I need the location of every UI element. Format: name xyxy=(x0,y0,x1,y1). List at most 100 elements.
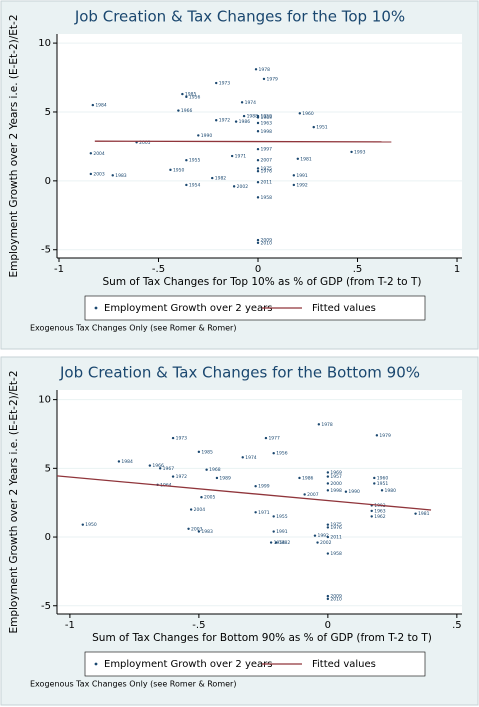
point-label: 1954 xyxy=(274,540,286,546)
point-label: 1986 xyxy=(239,119,251,125)
data-point xyxy=(256,147,260,151)
point-label: 1955 xyxy=(276,514,288,520)
point-label: 2004 xyxy=(194,507,206,513)
data-point xyxy=(256,241,260,245)
data-point xyxy=(89,152,93,155)
data-point xyxy=(373,476,376,480)
data-point xyxy=(234,120,238,123)
point-label: 1976 xyxy=(261,169,273,175)
data-point xyxy=(326,594,330,598)
x-tick-label: -1 xyxy=(54,264,64,275)
data-point xyxy=(200,495,203,499)
data-point xyxy=(240,101,244,104)
point-label: 1972 xyxy=(219,118,231,124)
point-label: 2002 xyxy=(237,184,249,190)
point-label: 1982 xyxy=(215,176,227,182)
point-label: 2005 xyxy=(204,495,216,501)
data-point xyxy=(326,523,330,526)
chart-note: Exogenous Tax Changes Only (see Romer & … xyxy=(30,680,236,689)
data-point xyxy=(303,493,306,496)
x-tick-label: .5 xyxy=(452,620,462,631)
data-point xyxy=(185,183,188,187)
point-label: 1968 xyxy=(209,467,221,473)
data-point xyxy=(241,456,244,459)
data-point xyxy=(230,154,234,158)
data-point xyxy=(326,535,330,539)
point-label: 1975 xyxy=(261,166,273,172)
point-label: 2003 xyxy=(191,526,203,532)
chart-title: Job Creation & Tax Changes for the Botto… xyxy=(59,364,420,382)
data-point xyxy=(215,476,219,480)
data-point xyxy=(148,464,152,467)
point-label: 1984 xyxy=(121,459,133,465)
point-label: 1985 xyxy=(185,92,197,98)
point-label: 1956 xyxy=(189,94,201,100)
point-label: 1969 xyxy=(330,470,342,476)
x-tick-label: -.5 xyxy=(192,620,205,631)
point-label: 2005 xyxy=(139,140,151,146)
data-point xyxy=(370,509,373,513)
point-label: 1963 xyxy=(374,508,386,514)
point-label: 2010 xyxy=(330,596,342,602)
point-label: 1950 xyxy=(85,522,97,528)
point-label: 1981 xyxy=(300,156,312,162)
point-label: 1971 xyxy=(258,510,270,516)
x-tick-label: -.5 xyxy=(152,264,165,275)
data-point xyxy=(298,112,302,115)
data-point xyxy=(242,114,246,118)
x-tick-label: .5 xyxy=(353,264,363,275)
legend-label: Fitted values xyxy=(312,659,376,670)
data-point xyxy=(272,452,275,455)
data-point xyxy=(298,476,301,480)
data-point xyxy=(344,490,348,493)
data-point xyxy=(185,95,188,99)
point-label: 1991 xyxy=(296,173,308,179)
data-point xyxy=(264,436,268,440)
data-point xyxy=(414,512,417,515)
data-point xyxy=(111,174,114,177)
data-point xyxy=(375,434,379,437)
point-label: 1986 xyxy=(302,475,314,481)
chart-panel: Job Creation & Tax Changes for the Botto… xyxy=(0,356,479,706)
data-point xyxy=(171,475,175,478)
point-label: 1988 xyxy=(247,114,259,120)
x-tick-label: 0 xyxy=(255,264,261,275)
point-label: 1998 xyxy=(261,129,273,135)
plot-region xyxy=(57,390,462,614)
data-point xyxy=(187,527,190,530)
fitted-line xyxy=(56,475,432,511)
data-point xyxy=(317,423,321,426)
point-label: 2007 xyxy=(307,492,319,498)
data-point xyxy=(181,92,184,96)
legend-label: Employment Growth over 2 years xyxy=(104,303,272,314)
point-label: 1998 xyxy=(330,488,342,494)
data-point xyxy=(256,130,260,133)
legend-label: Fitted values xyxy=(312,303,376,314)
data-point xyxy=(275,541,278,544)
legend-key xyxy=(94,306,98,310)
point-label: 1966 xyxy=(181,108,193,114)
point-label: 2002 xyxy=(320,540,332,546)
point-label: 1958 xyxy=(330,551,342,557)
data-point xyxy=(292,174,296,177)
point-label: 1981 xyxy=(418,511,430,517)
point-label: 1989 xyxy=(219,475,231,481)
point-label: 1973 xyxy=(219,81,231,87)
point-label: 1960 xyxy=(302,111,314,117)
data-point xyxy=(272,515,275,518)
point-label: 1975 xyxy=(330,522,342,528)
point-label: 2011 xyxy=(330,535,342,541)
data-point xyxy=(326,526,330,529)
point-label: 1972 xyxy=(176,474,188,480)
data-point xyxy=(215,119,218,122)
point-label: 1960 xyxy=(377,475,389,481)
data-point xyxy=(158,467,162,470)
point-label: 1992 xyxy=(296,182,308,188)
data-point xyxy=(373,482,376,485)
point-label: 1951 xyxy=(316,125,328,131)
point-label: 1979 xyxy=(266,76,278,82)
fitted-line xyxy=(94,140,392,143)
x-axis-title: Sum of Tax Changes for Bottom 90% as % o… xyxy=(92,632,432,644)
point-label: 1962 xyxy=(374,514,386,520)
